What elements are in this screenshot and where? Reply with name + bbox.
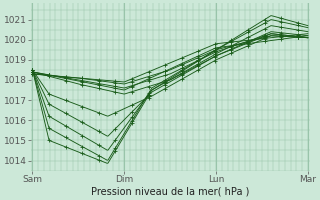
X-axis label: Pression niveau de la mer( hPa ): Pression niveau de la mer( hPa ) — [91, 187, 249, 197]
